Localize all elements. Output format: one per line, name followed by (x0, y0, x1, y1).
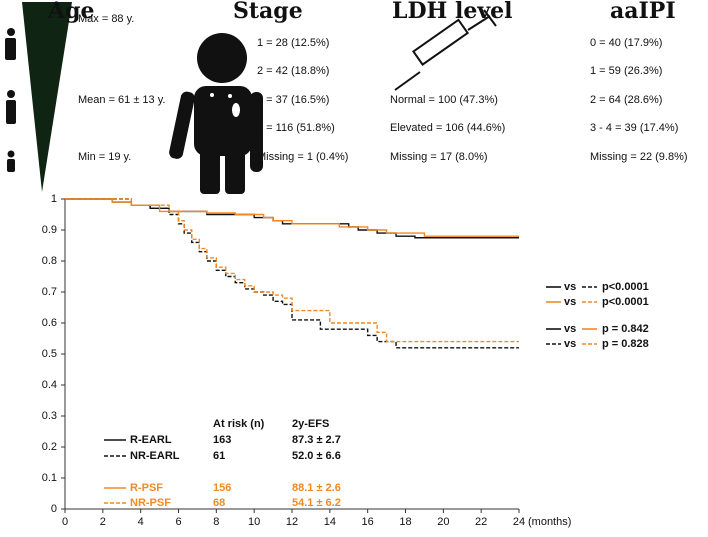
at-risk: 61 (213, 450, 225, 462)
person-icons (5, 28, 16, 172)
age-wedge (22, 2, 72, 192)
stage-title: Stage (233, 0, 303, 24)
efs: 52.0 ± 6.6 (292, 450, 341, 462)
p-value: p<0.0001 (602, 281, 649, 293)
stage-line: 3 = 37 (16.5%) (257, 94, 329, 106)
at-risk: 68 (213, 497, 225, 509)
x-tick-label: 16 (362, 516, 374, 528)
legend-label: R-PSF (130, 482, 163, 494)
age-title: Age (47, 0, 94, 24)
y-tick-label: 0.8 (42, 255, 57, 267)
stage-icon (169, 33, 263, 194)
x-tick-label: 0 (62, 516, 68, 528)
p-value: p<0.0001 (602, 296, 649, 308)
aaipi-title: aaIPI (610, 0, 676, 24)
x-tick-label: 8 (213, 516, 219, 528)
x-tick-label: 2 (100, 516, 106, 528)
y-tick-label: 0.9 (42, 224, 57, 236)
x-tick-label: 22 (475, 516, 487, 528)
efs: 87.3 ± 2.7 (292, 434, 341, 446)
aaipi-line: 0 = 40 (17.9%) (590, 37, 662, 49)
comparison-samples (546, 286, 597, 345)
aaipi-line: 1 = 59 (26.3%) (590, 65, 662, 77)
table-header: At risk (n) (213, 418, 265, 430)
y-tick-label: 0.2 (42, 441, 57, 453)
efs: 88.1 ± 2.6 (292, 482, 341, 494)
at-risk: 163 (213, 434, 231, 446)
comparison-vs: vs (564, 296, 576, 308)
y-tick-label: 0 (51, 503, 57, 515)
at-risk: 156 (213, 482, 231, 494)
y-tick-label: 0.7 (42, 286, 57, 298)
stage-line: 4 = 116 (51.8%) (257, 122, 335, 134)
stage-line: 1 = 28 (12.5%) (257, 37, 329, 49)
ldh-line: Missing = 17 (8.0%) (390, 151, 488, 163)
p-value: p = 0.828 (602, 338, 649, 350)
survival-curve (65, 198, 519, 349)
y-tick-label: 0.6 (42, 317, 57, 329)
y-tick-label: 0.3 (42, 410, 57, 422)
p-value: p = 0.842 (602, 323, 649, 335)
comparison-vs: vs (564, 338, 576, 350)
x-tick-label: 10 (248, 516, 260, 528)
comparison-vs: vs (564, 281, 576, 293)
x-tick-label: 18 (399, 516, 411, 528)
x-tick-label: 4 (138, 516, 144, 528)
x-tick-label: 12 (286, 516, 298, 528)
x-tick-label: 6 (175, 516, 181, 528)
stage-line: Missing = 1 (0.4%) (257, 151, 348, 163)
legend-label: NR-PSF (130, 497, 171, 509)
table-header: 2y-EFS (292, 418, 329, 430)
ldh-line: Elevated = 106 (44.6%) (390, 122, 505, 134)
aaipi-line: Missing = 22 (9.8%) (590, 151, 688, 163)
x-tick-label: 24 (513, 516, 525, 528)
y-tick-label: 0.5 (42, 348, 57, 360)
aaipi-line: 3 - 4 = 39 (17.4%) (590, 122, 678, 134)
syringe-icon (394, 9, 497, 91)
age-line: Max = 88 y. (78, 13, 134, 25)
y-tick-label: 0.1 (42, 472, 57, 484)
x-axis-label: (months) (528, 516, 571, 528)
ldh-line: Normal = 100 (47.3%) (390, 94, 498, 106)
legend-label: R-EARL (130, 434, 172, 446)
x-tick-label: 20 (437, 516, 449, 528)
x-tick-label: 14 (324, 516, 336, 528)
comparison-vs: vs (564, 323, 576, 335)
legend-label: NR-EARL (130, 450, 180, 462)
survival-curve (65, 198, 519, 237)
age-line: Min = 19 y. (78, 151, 131, 163)
ldh-title: LDH level (392, 0, 512, 24)
age-line: Mean = 61 ± 13 y. (78, 94, 165, 106)
efs: 54.1 ± 6.2 (292, 497, 341, 509)
stage-line: 2 = 42 (18.8%) (257, 65, 329, 77)
aaipi-line: 2 = 64 (28.6%) (590, 94, 662, 106)
y-tick-label: 1 (51, 193, 57, 205)
y-tick-label: 0.4 (42, 379, 57, 391)
